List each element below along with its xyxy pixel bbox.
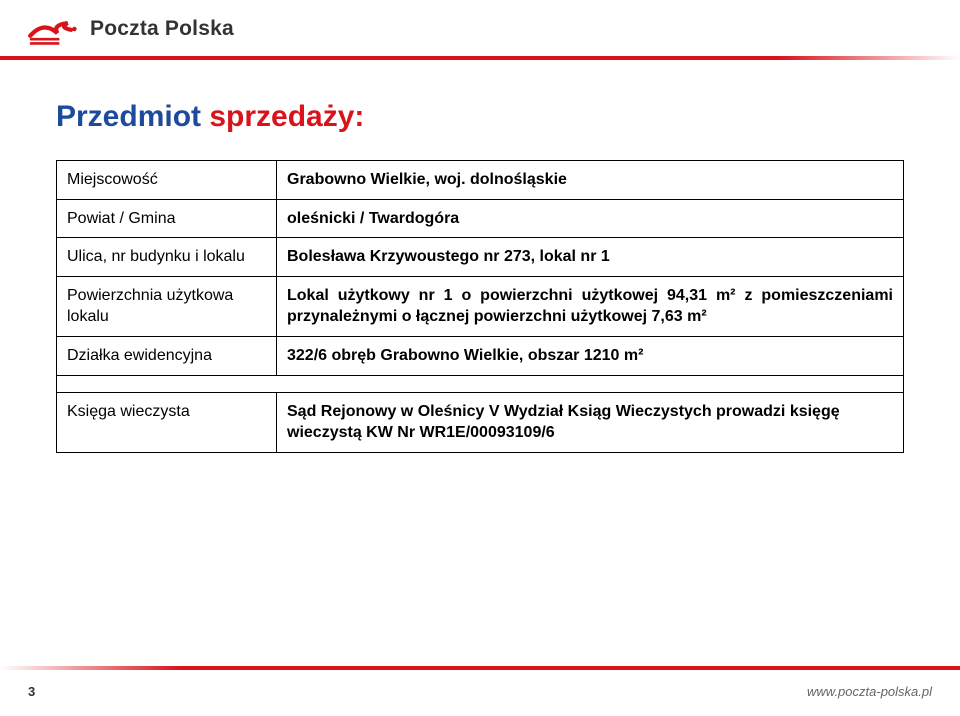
brand-name: Poczta Polska bbox=[90, 17, 234, 41]
row-value: Lokal użytkowy nr 1 o powierzchni użytko… bbox=[287, 287, 893, 326]
page-title: Przedmiot sprzedaży: bbox=[56, 100, 904, 134]
slide-page: Poczta Polska Przedmiot sprzedaży: Miejs… bbox=[0, 0, 960, 716]
title-part2: sprzedaży: bbox=[209, 100, 364, 133]
page-number: 3 bbox=[28, 684, 35, 699]
footer-site-url: www.poczta-polska.pl bbox=[807, 684, 932, 699]
table-row: Działka ewidencyjna 322/6 obręb Grabowno… bbox=[57, 336, 904, 375]
property-table-wrap: Miejscowość Grabowno Wielkie, woj. dolno… bbox=[56, 160, 904, 453]
row-value: Grabowno Wielkie, woj. dolnośląskie bbox=[287, 171, 567, 188]
table-row: Powiat / Gmina oleśnicki / Twardogóra bbox=[57, 199, 904, 238]
row-value: Sąd Rejonowy w Oleśnicy V Wydział Ksiąg … bbox=[287, 403, 840, 442]
property-table: Miejscowość Grabowno Wielkie, woj. dolno… bbox=[56, 160, 904, 453]
table-gap bbox=[57, 375, 904, 392]
title-part1: Przedmiot bbox=[56, 100, 209, 133]
table-row: Księga wieczysta Sąd Rejonowy w Oleśnicy… bbox=[57, 392, 904, 452]
row-label: Powiat / Gmina bbox=[57, 199, 277, 238]
footer: 3 www.poczta-polska.pl bbox=[0, 666, 960, 716]
row-label: Księga wieczysta bbox=[57, 392, 277, 452]
row-label: Miejscowość bbox=[57, 161, 277, 200]
row-value: Bolesława Krzywoustego nr 273, lokal nr … bbox=[287, 248, 610, 265]
row-value: oleśnicki / Twardogóra bbox=[287, 210, 459, 227]
row-value: 322/6 obręb Grabowno Wielkie, obszar 121… bbox=[287, 347, 643, 364]
table-row: Ulica, nr budynku i lokalu Bolesława Krz… bbox=[57, 238, 904, 277]
table-row: Miejscowość Grabowno Wielkie, woj. dolno… bbox=[57, 161, 904, 200]
row-label: Powierzchnia użytkowa lokalu bbox=[57, 276, 277, 336]
header-divider bbox=[0, 56, 960, 60]
header: Poczta Polska bbox=[0, 0, 960, 60]
table-row: Powierzchnia użytkowa lokalu Lokal użytk… bbox=[57, 276, 904, 336]
poczta-polska-logo-icon bbox=[28, 12, 80, 46]
logo-block: Poczta Polska bbox=[28, 12, 234, 46]
row-label: Działka ewidencyjna bbox=[57, 336, 277, 375]
footer-divider bbox=[0, 666, 960, 670]
content-area: Przedmiot sprzedaży: Miejscowość Grabown… bbox=[0, 60, 960, 666]
row-label: Ulica, nr budynku i lokalu bbox=[57, 238, 277, 277]
